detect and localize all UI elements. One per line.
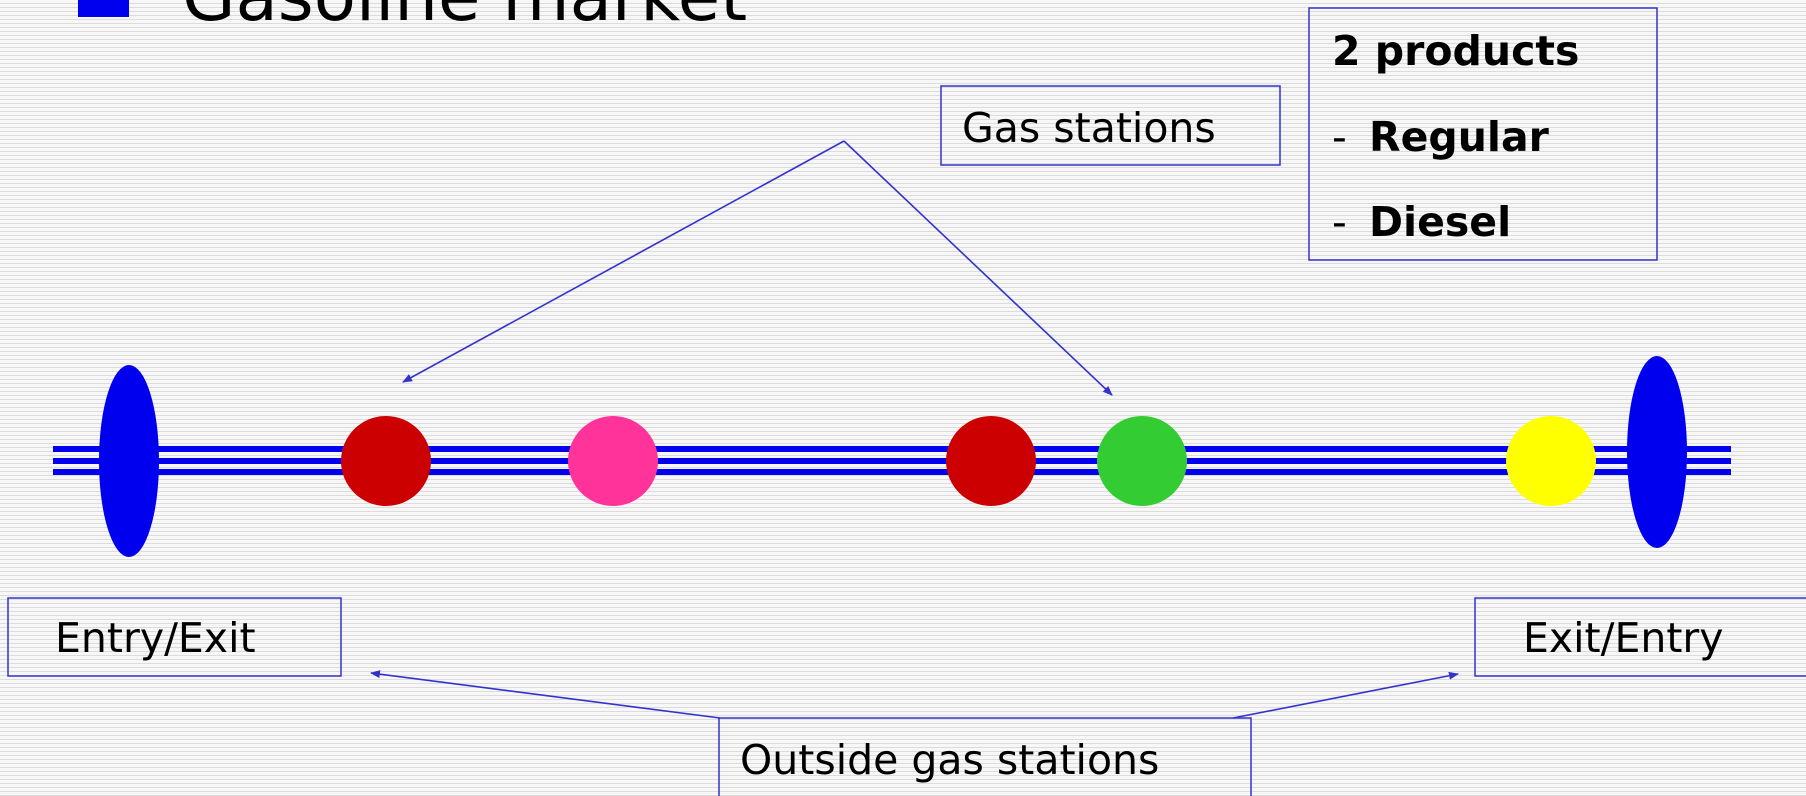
bullet: - xyxy=(1332,198,1347,246)
arrow xyxy=(843,140,1113,396)
gas-stations-box xyxy=(940,85,1281,166)
bullet: - xyxy=(1332,113,1347,161)
arrow xyxy=(402,140,845,383)
entry-gate xyxy=(99,365,159,557)
exit-box xyxy=(1474,597,1806,677)
outside-label: Outside gas stations xyxy=(740,736,1159,784)
station xyxy=(1097,416,1187,506)
arrow xyxy=(370,670,721,719)
entry-box xyxy=(7,597,342,677)
product-item: Regular xyxy=(1369,113,1550,161)
outside-box xyxy=(718,717,1252,796)
arrow xyxy=(1232,671,1459,719)
entry-label: Entry/Exit xyxy=(55,614,256,662)
exit-gate xyxy=(1627,356,1687,548)
products-box xyxy=(1308,7,1658,261)
station xyxy=(568,416,658,506)
products-heading: 2 products xyxy=(1332,27,1579,75)
exit-label: Exit/Entry xyxy=(1523,614,1724,662)
product-item: Diesel xyxy=(1369,198,1511,246)
station xyxy=(946,416,1036,506)
title: Gasoline market xyxy=(182,0,747,37)
title-bullet xyxy=(78,0,129,17)
station xyxy=(1506,416,1596,506)
station xyxy=(341,416,431,506)
gas-stations-label: Gas stations xyxy=(962,104,1216,152)
